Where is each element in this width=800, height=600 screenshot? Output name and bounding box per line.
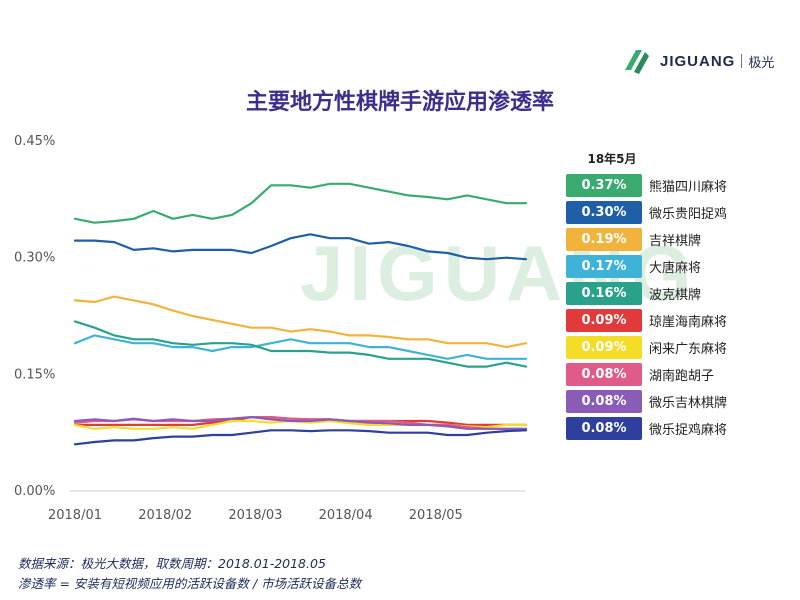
legend-value-badge: 0.08% (566, 417, 642, 440)
jiguang-logo-icon (625, 50, 649, 74)
series-line-5 (73, 320, 528, 368)
legend-item: 0.19% 吉祥棋牌 (566, 227, 762, 252)
data-source-note: 数据来源：极光大数据，取数周期：2018.01-2018.05 (18, 556, 326, 571)
footnotes: 数据来源：极光大数据，取数周期：2018.01-2018.05 渗透率 = 安装… (18, 554, 361, 594)
chart-legend: 18年5月 0.37% 熊猫四川麻将 0.30% 微乐贵阳捉鸡 0.19% 吉祥棋牌 0.1… (566, 150, 762, 443)
x-tick-label: 2018/05 (409, 508, 463, 523)
legend-item: 0.08% 微乐捉鸡麻将 (566, 416, 762, 441)
legend-series-name: 微乐贵阳捉鸡 (649, 207, 728, 222)
legend-value-badge: 0.08% (566, 363, 642, 386)
y-tick-label: 0.30% (14, 251, 55, 266)
legend-series-name: 微乐吉林棋牌 (649, 396, 728, 411)
legend-value-badge: 0.09% (566, 336, 642, 359)
x-tick-label: 2018/03 (228, 508, 282, 523)
y-tick-label: 0.45% (14, 134, 55, 149)
legend-item: 0.17% 大唐麻将 (566, 254, 762, 279)
legend-item: 0.16% 波克棋牌 (566, 281, 762, 306)
legend-value-badge: 0.30% (566, 201, 642, 224)
legend-item: 0.09% 闲来广东麻将 (566, 335, 762, 360)
legend-item: 0.09% 琼崖海南麻将 (566, 308, 762, 333)
series-line-1 (73, 182, 528, 224)
jiguang-logo: JIGUANG 极光 (622, 46, 774, 76)
x-tick-label: 2018/04 (319, 508, 373, 523)
series-line-2 (73, 233, 528, 261)
logo-brand-name: JIGUANG (660, 52, 736, 70)
y-tick-label: 0.15% (14, 367, 55, 382)
series-line-10 (73, 429, 528, 446)
legend-item: 0.37% 熊猫四川麻将 (566, 173, 762, 198)
legend-series-name: 吉祥棋牌 (649, 234, 702, 249)
legend-item: 0.08% 微乐吉林棋牌 (566, 389, 762, 414)
logo-divider (741, 54, 743, 68)
legend-item: 0.08% 湖南跑胡子 (566, 362, 762, 387)
legend-title: 18年5月 (587, 152, 637, 166)
series-line-9 (73, 416, 528, 430)
logo-brand-name-cn: 极光 (748, 55, 775, 71)
definition-note: 渗透率 = 安装有短视频应用的活跃设备数 / 市场活跃设备总数 (18, 576, 362, 591)
legend-series-name: 波克棋牌 (649, 288, 702, 303)
legend-series-name: 微乐捉鸡麻将 (649, 423, 728, 438)
chart-title: 主要地方性棋牌手游应用渗透率 (245, 90, 554, 115)
legend-value-badge: 0.17% (566, 255, 642, 278)
series-line-3 (73, 295, 528, 349)
legend-value-badge: 0.37% (566, 174, 642, 197)
series-line-4 (73, 334, 528, 360)
legend-value-badge: 0.08% (566, 390, 642, 413)
x-tick-label: 2018/01 (48, 508, 102, 523)
legend-value-badge: 0.09% (566, 309, 642, 332)
legend-series-name: 熊猫四川麻将 (649, 180, 728, 195)
legend-series-name: 湖南跑胡子 (649, 369, 715, 384)
legend-series-name: 大唐麻将 (649, 261, 702, 276)
legend-value-badge: 0.19% (566, 228, 642, 251)
y-tick-label: 0.00% (14, 484, 55, 499)
legend-series-name: 琼崖海南麻将 (649, 315, 728, 330)
legend-value-badge: 0.16% (566, 282, 642, 305)
legend-item: 0.30% 微乐贵阳捉鸡 (566, 200, 762, 225)
x-tick-label: 2018/02 (138, 508, 192, 523)
legend-series-name: 闲来广东麻将 (649, 342, 728, 357)
